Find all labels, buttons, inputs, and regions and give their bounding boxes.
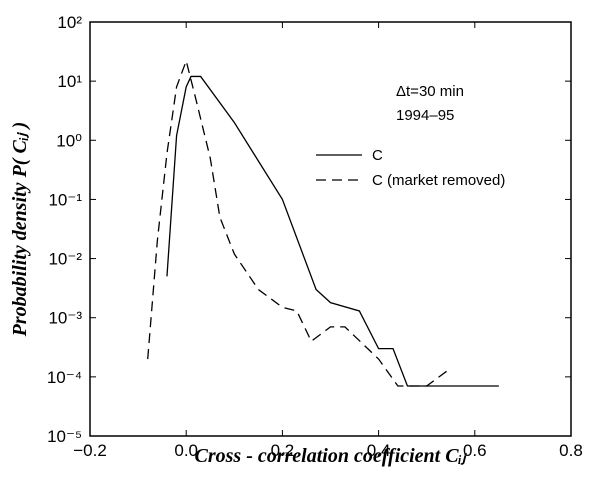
series-line [166, 75, 499, 387]
series-line [147, 58, 452, 387]
x-axis-title: Cross - correlation coefficient Cᵢⱼ [195, 445, 467, 467]
y-tick-label: 10¹ [57, 72, 82, 91]
x-tick-label: 0.4 [367, 441, 391, 460]
y-tick-label: 10⁻⁵ [47, 427, 82, 446]
y-tick-label: 10⁻³ [48, 309, 82, 328]
y-axis-title: Probability density P( Cᵢⱼ ) [9, 122, 31, 338]
y-tick-label: 10⁻¹ [48, 190, 82, 209]
x-tick-label: −0.2 [73, 441, 107, 460]
annotation: 1994–95 [396, 107, 454, 124]
x-tick-label: 0.6 [463, 441, 487, 460]
y-tick-label: 10⁻² [48, 250, 82, 269]
y-tick-label: 10⁻⁴ [47, 368, 82, 387]
y-tick-label: 10⁰ [56, 131, 82, 150]
y-tick-label: 10² [57, 13, 82, 32]
legend-label: C (market removed) [372, 172, 505, 189]
legend-label: C [372, 147, 383, 164]
annotation: Δt=30 min [396, 83, 464, 100]
x-tick-label: 0.8 [559, 441, 583, 460]
plot-frame [89, 21, 572, 437]
x-tick-label: 0.0 [174, 441, 198, 460]
x-tick-label: 0.2 [271, 441, 295, 460]
